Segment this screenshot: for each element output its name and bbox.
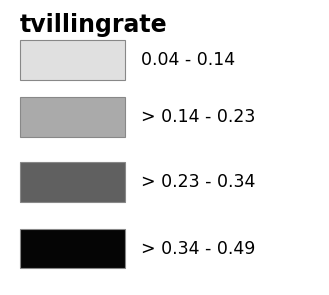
- Text: 0.04 - 0.14: 0.04 - 0.14: [141, 51, 236, 69]
- Bar: [20, 97, 125, 137]
- Bar: [20, 40, 125, 80]
- Text: > 0.14 - 0.23: > 0.14 - 0.23: [141, 108, 256, 126]
- Bar: [20, 229, 125, 268]
- Text: tvillingrate: tvillingrate: [20, 13, 167, 37]
- Text: > 0.34 - 0.49: > 0.34 - 0.49: [141, 240, 256, 258]
- Text: > 0.23 - 0.34: > 0.23 - 0.34: [141, 173, 256, 191]
- Bar: [20, 162, 125, 202]
